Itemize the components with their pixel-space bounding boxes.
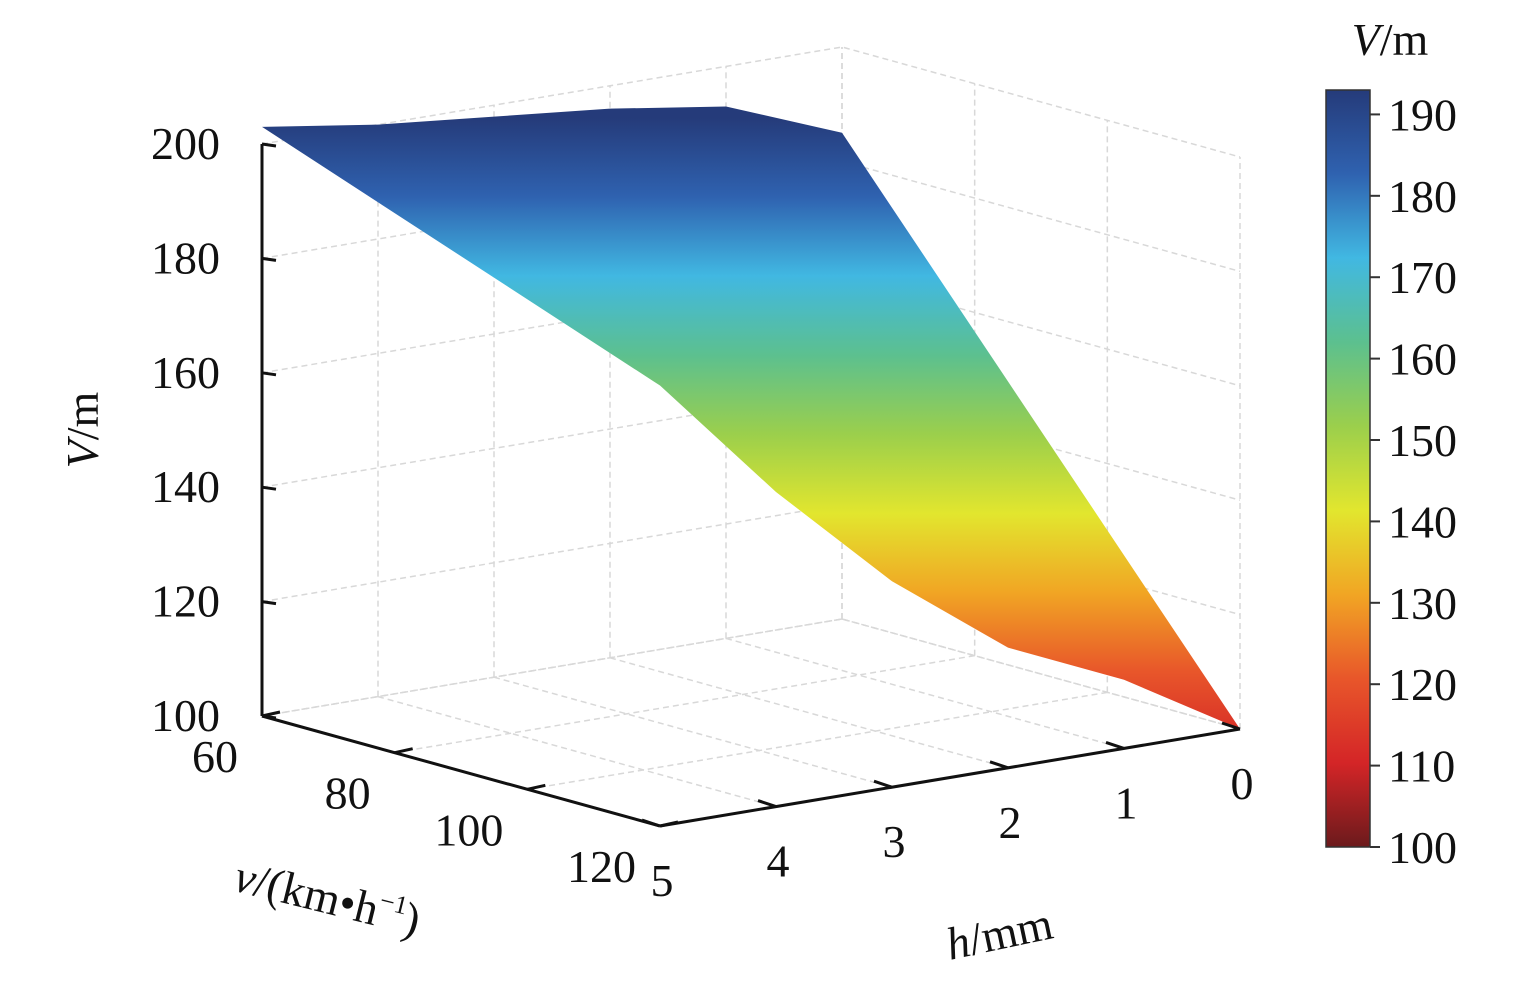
z-tick-label: 140 bbox=[151, 461, 220, 512]
colorbar-tick-label: 160 bbox=[1388, 334, 1457, 385]
y-tick-label: 60 bbox=[192, 731, 238, 782]
colorbar-tick-label: 150 bbox=[1388, 415, 1457, 466]
z-axis-title-var: V bbox=[57, 435, 108, 468]
colorbar-tick-label: 120 bbox=[1388, 659, 1457, 710]
x-axis-title-unit: /mm bbox=[964, 898, 1057, 965]
colorbar-tick-label: 110 bbox=[1388, 741, 1455, 792]
y-axis-title: v/(km•h−1) bbox=[230, 850, 426, 945]
z-tick-mark bbox=[261, 371, 277, 377]
z-tick-label: 100 bbox=[151, 690, 220, 741]
colorbar-tick-label: 180 bbox=[1388, 171, 1457, 222]
x-tick-label: 4 bbox=[767, 836, 790, 887]
colorbar-bar bbox=[1325, 89, 1371, 848]
colorbar-tick-label: 140 bbox=[1388, 496, 1457, 547]
grid-line-v-floor bbox=[394, 654, 975, 754]
x-tick-label: 3 bbox=[883, 816, 906, 867]
grid-line-h-floor bbox=[841, 618, 1241, 730]
y-tick-label: 80 bbox=[325, 768, 371, 819]
surface-layer bbox=[262, 106, 1240, 729]
grid-line-z bbox=[261, 389, 1241, 501]
grid-line-h-floor bbox=[609, 657, 1009, 769]
colorbar-title-unit: /m bbox=[1380, 14, 1429, 65]
z-tick-mark bbox=[261, 600, 277, 606]
z-tick-label: 120 bbox=[151, 576, 220, 627]
grid-line-h-floor bbox=[493, 676, 893, 788]
y-tick-mark bbox=[527, 783, 546, 791]
z-tick-label: 180 bbox=[151, 232, 220, 283]
colorbar-tick-label: 130 bbox=[1388, 578, 1457, 629]
y-axis-title-sup: −1 bbox=[377, 886, 411, 921]
grid-line-h-floor bbox=[725, 637, 1125, 750]
x-tick-mark bbox=[757, 799, 777, 809]
grid-line-h-floor bbox=[377, 695, 777, 808]
grid-line-v-floor bbox=[527, 691, 1108, 791]
colorbar-title: V/m bbox=[1352, 14, 1429, 65]
y-axis-title-unit: /(km•h bbox=[249, 855, 384, 935]
z-tick-mark bbox=[261, 256, 277, 262]
y-tick-label: 120 bbox=[567, 841, 636, 892]
y-tick-mark bbox=[261, 710, 281, 718]
y-axis-line bbox=[261, 714, 661, 828]
z-tick-mark bbox=[261, 485, 277, 491]
colorbar-tick-label: 170 bbox=[1388, 252, 1457, 303]
x-tick-mark bbox=[641, 818, 661, 828]
colorbar-ticks: 100 110 120 130 140 150 160 170 180 190 bbox=[1370, 89, 1457, 873]
x-tick-label: 2 bbox=[999, 797, 1022, 848]
z-tick-mark bbox=[261, 142, 277, 148]
x-tick-mark bbox=[1221, 721, 1241, 731]
z-tick-label: 160 bbox=[151, 347, 220, 398]
colorbar-tick-label: 100 bbox=[1388, 822, 1457, 873]
z-axis-title-unit: /m bbox=[57, 391, 108, 440]
colorbar-title-var: V bbox=[1352, 14, 1385, 65]
grid-line-v-floor bbox=[261, 618, 843, 717]
tick-layer: 100 120 140 160 180 200 60 80 100 120 5 4 3 2 1 0 bbox=[151, 118, 1254, 906]
x-axis-line bbox=[659, 727, 1241, 828]
y-tick-label: 100 bbox=[434, 804, 503, 855]
x-tick-label: 1 bbox=[1115, 777, 1138, 828]
y-tick-mark bbox=[659, 820, 679, 828]
colorbar-tick-label: 190 bbox=[1388, 89, 1457, 140]
x-tick-label: 5 bbox=[651, 855, 674, 906]
y-tick-mark bbox=[394, 747, 413, 755]
x-tick-label: 0 bbox=[1231, 758, 1254, 809]
surface-patch bbox=[262, 106, 1240, 729]
z-axis-title: V/m bbox=[57, 391, 108, 468]
x-tick-mark bbox=[873, 779, 893, 789]
grid-line-z bbox=[261, 160, 1241, 273]
z-tick-label: 200 bbox=[151, 118, 220, 169]
colorbar: V/m 100 110 120 130 140 150 160 170 180 190 bbox=[1325, 14, 1457, 873]
axis-layer bbox=[260, 144, 1241, 828]
x-axis-title: h/mm bbox=[941, 898, 1057, 970]
x-tick-mark bbox=[989, 760, 1009, 770]
x-tick-mark bbox=[1105, 740, 1125, 750]
